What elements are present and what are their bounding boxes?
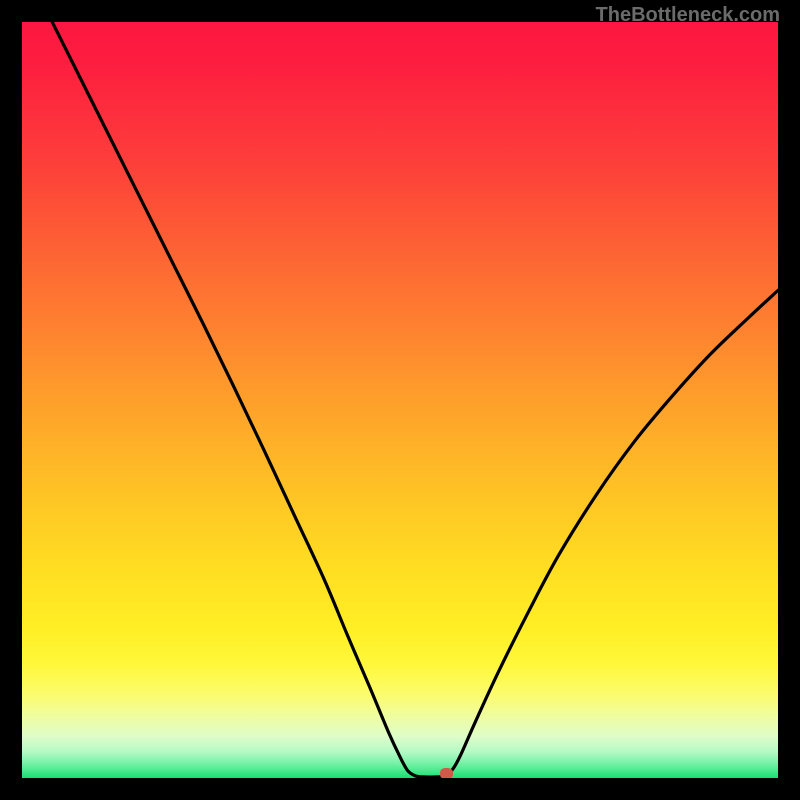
optimal-point-marker bbox=[440, 768, 453, 778]
watermark-text: TheBottleneck.com bbox=[596, 4, 780, 27]
curve-path bbox=[52, 22, 778, 777]
plot-area bbox=[22, 22, 778, 778]
bottleneck-curve bbox=[22, 22, 778, 778]
